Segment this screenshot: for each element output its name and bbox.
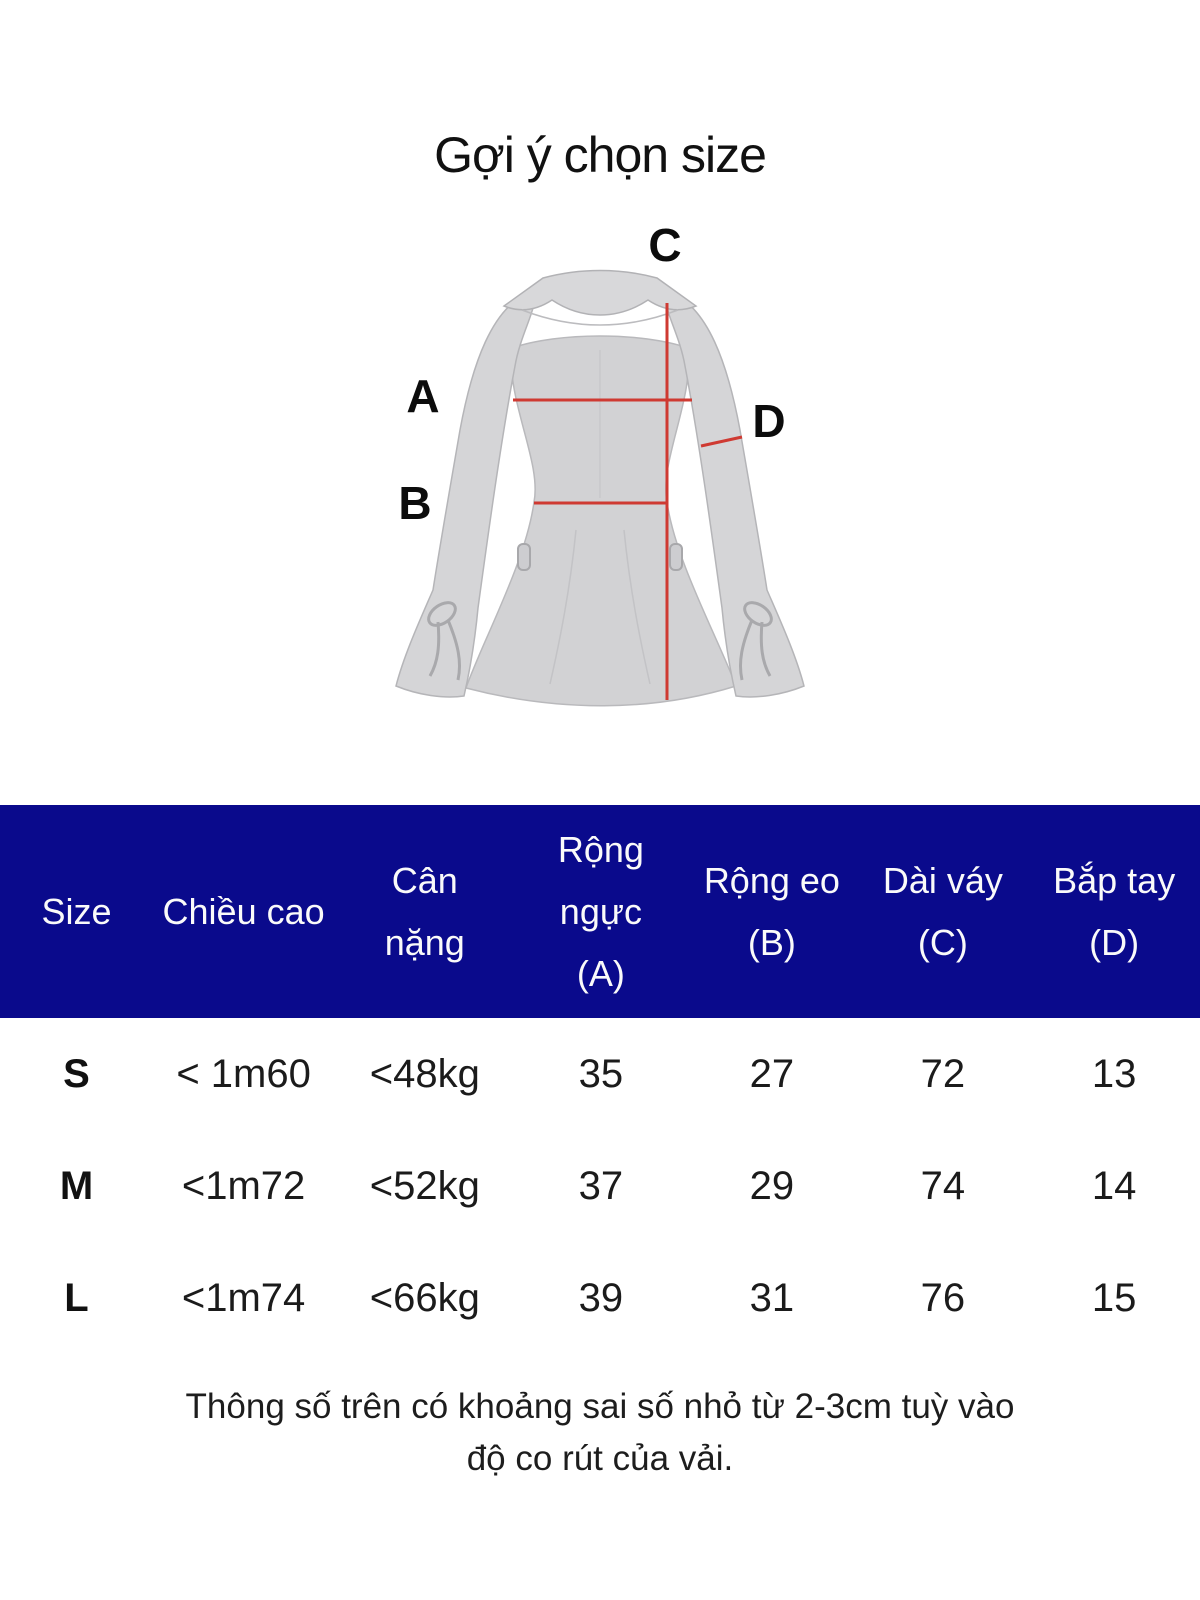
cell-height: < 1m60 [176, 1051, 311, 1096]
arm-measure-line [700, 435, 743, 448]
cell-size: S [63, 1051, 90, 1096]
page-title: Gợi ý chọn size [434, 127, 767, 183]
cell-arm: 14 [1091, 1163, 1137, 1208]
table-row-m: M <1m72 <52kg 37 29 74 14 [0, 1130, 1200, 1242]
belt-loop-icon [517, 543, 531, 571]
table-row-l: L <1m74 <66kg 39 31 76 15 [0, 1242, 1200, 1354]
cell-chest: 39 [578, 1275, 624, 1320]
cell-chest: 37 [578, 1163, 624, 1208]
column-header-chest: Rộng ngực (A) [515, 819, 686, 1005]
cell-weight: <48kg [369, 1051, 480, 1096]
table-row-s: S < 1m60 <48kg 35 27 72 13 [0, 1018, 1200, 1130]
label-d: D [752, 395, 785, 447]
cell-size: M [59, 1163, 94, 1208]
header-line: Rộng eo [703, 859, 840, 901]
column-header-waist: Rộng eo (B) [686, 850, 857, 974]
header-line: Size [41, 890, 112, 932]
cell-height: <1m74 [181, 1275, 306, 1320]
header-line: (C) [917, 921, 968, 963]
column-header-arm: Bắp tay (D) [1028, 850, 1200, 974]
size-table: Size Chiều cao Cân nặng Rộng ngực (A) Rộ… [0, 805, 1200, 1354]
cell-length: 72 [920, 1051, 966, 1096]
label-c: C [648, 219, 681, 271]
belt-loop-icon [669, 543, 683, 571]
fabric-crease [549, 529, 577, 685]
cell-chest: 35 [578, 1051, 624, 1096]
collar-icon [502, 269, 698, 316]
size-table-header: Size Chiều cao Cân nặng Rộng ngực (A) Rộ… [0, 805, 1200, 1018]
column-header-size: Size [0, 881, 153, 943]
label-a: A [406, 370, 439, 422]
cell-waist: 29 [749, 1163, 795, 1208]
header-line: ngực [559, 890, 642, 932]
cell-length: 76 [920, 1275, 966, 1320]
cell-length: 74 [920, 1163, 966, 1208]
header-line: Dài váy [882, 859, 1003, 901]
column-header-weight: Cân nặng [334, 850, 515, 974]
collar-seam [521, 309, 679, 326]
cell-weight: <52kg [369, 1163, 480, 1208]
dress-measurement-diagram: A B C D [395, 219, 805, 707]
cell-size: L [64, 1275, 89, 1320]
header-line: Bắp tay [1053, 859, 1176, 901]
tolerance-note: Thông số trên có khoảng sai số nhỏ từ 2-… [0, 1381, 1200, 1485]
left-cuff-bow-icon [427, 601, 462, 681]
right-cuff-bow-icon [738, 601, 773, 681]
column-header-height: Chiều cao [153, 881, 334, 943]
header-line: (D) [1089, 921, 1140, 963]
header-line: Rộng [557, 828, 644, 870]
header-line: Chiều cao [162, 890, 325, 932]
header-line: nặng [384, 921, 465, 963]
cell-arm: 13 [1091, 1051, 1137, 1096]
fabric-crease [623, 529, 651, 685]
cell-waist: 31 [749, 1275, 795, 1320]
cell-height: <1m72 [181, 1163, 306, 1208]
note-line-1: Thông số trên có khoảng sai số nhỏ từ 2-… [185, 1387, 1015, 1426]
note-line-2: độ co rút của vải. [466, 1439, 734, 1478]
cell-waist: 27 [749, 1051, 795, 1096]
header-line: (A) [576, 952, 625, 994]
cell-arm: 15 [1091, 1275, 1137, 1320]
header-line: (B) [747, 921, 796, 963]
cell-weight: <66kg [369, 1275, 480, 1320]
column-header-length: Dài váy (C) [857, 850, 1028, 974]
header-line: Cân [391, 859, 458, 901]
size-table-body: S < 1m60 <48kg 35 27 72 13 M <1m72 <52kg… [0, 1018, 1200, 1354]
right-sleeve-icon [664, 291, 805, 698]
label-b: B [398, 477, 431, 529]
left-sleeve-icon [395, 291, 536, 698]
